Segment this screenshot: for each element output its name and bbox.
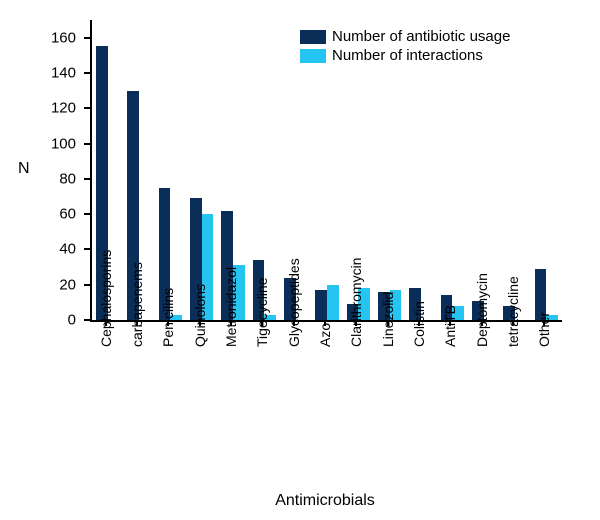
legend-label: Number of interactions — [332, 47, 483, 64]
y-tick-label: 160 — [0, 29, 76, 46]
bar-chart: N 020406080100120140160 Cephalosporinsca… — [0, 0, 600, 520]
legend-item: Number of antibiotic usage — [300, 28, 510, 45]
y-tick-label: 60 — [0, 206, 76, 223]
legend: Number of antibiotic usage Number of inte… — [300, 28, 510, 66]
y-tick-label: 80 — [0, 170, 76, 187]
y-tick-label: 20 — [0, 276, 76, 293]
legend-item: Number of interactions — [300, 47, 510, 64]
x-axis-title: Antimicrobials — [90, 492, 560, 510]
y-tick-label: 140 — [0, 64, 76, 81]
y-tick-label: 100 — [0, 135, 76, 152]
bar — [315, 290, 327, 320]
bar — [327, 285, 339, 320]
legend-swatch — [300, 49, 326, 63]
y-tick-label: 120 — [0, 100, 76, 117]
y-tick-label: 0 — [0, 312, 76, 329]
y-tick-label: 40 — [0, 241, 76, 258]
legend-swatch — [300, 30, 326, 44]
legend-label: Number of antibiotic usage — [332, 28, 510, 45]
